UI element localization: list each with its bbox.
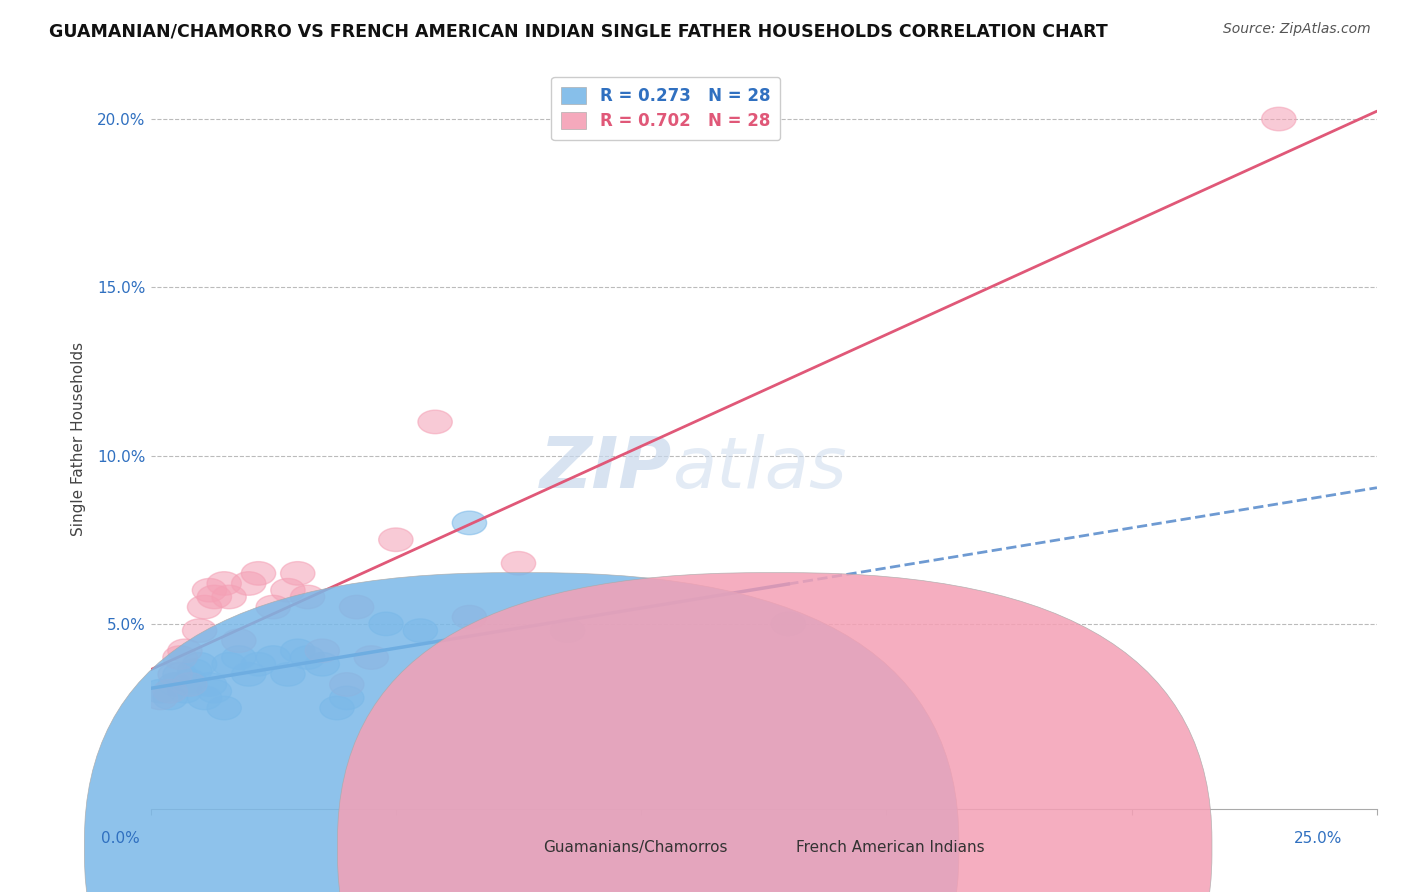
Ellipse shape: [281, 562, 315, 585]
Ellipse shape: [291, 585, 325, 608]
Ellipse shape: [163, 646, 197, 669]
Ellipse shape: [256, 646, 291, 669]
Ellipse shape: [167, 680, 202, 703]
Ellipse shape: [183, 619, 217, 642]
Ellipse shape: [319, 697, 354, 720]
Ellipse shape: [153, 686, 187, 710]
Ellipse shape: [212, 585, 246, 608]
Text: French American Indians: French American Indians: [796, 840, 984, 855]
Ellipse shape: [187, 686, 222, 710]
Ellipse shape: [143, 680, 177, 703]
Ellipse shape: [329, 673, 364, 697]
Ellipse shape: [291, 646, 325, 669]
Ellipse shape: [193, 673, 226, 697]
Ellipse shape: [207, 572, 242, 595]
Ellipse shape: [404, 619, 437, 642]
Ellipse shape: [212, 652, 246, 676]
Ellipse shape: [207, 697, 242, 720]
Ellipse shape: [1261, 107, 1296, 131]
Ellipse shape: [197, 585, 232, 608]
Ellipse shape: [354, 646, 388, 669]
Ellipse shape: [339, 595, 374, 619]
Text: atlas: atlas: [672, 434, 846, 503]
Ellipse shape: [197, 680, 232, 703]
Ellipse shape: [281, 639, 315, 663]
Ellipse shape: [232, 572, 266, 595]
Ellipse shape: [177, 659, 212, 682]
Ellipse shape: [232, 663, 266, 686]
Legend: R = 0.273   N = 28, R = 0.702   N = 28: R = 0.273 N = 28, R = 0.702 N = 28: [551, 77, 780, 140]
Ellipse shape: [453, 511, 486, 534]
Text: 25.0%: 25.0%: [1295, 831, 1343, 846]
Ellipse shape: [368, 612, 404, 636]
Ellipse shape: [418, 410, 453, 434]
Ellipse shape: [550, 619, 585, 642]
Text: ZIP: ZIP: [540, 434, 672, 503]
Ellipse shape: [770, 612, 806, 636]
Ellipse shape: [305, 652, 339, 676]
Ellipse shape: [378, 528, 413, 551]
Ellipse shape: [153, 680, 187, 703]
Ellipse shape: [453, 606, 486, 629]
Text: GUAMANIAN/CHAMORRO VS FRENCH AMERICAN INDIAN SINGLE FATHER HOUSEHOLDS CORRELATIO: GUAMANIAN/CHAMORRO VS FRENCH AMERICAN IN…: [49, 22, 1108, 40]
Text: Source: ZipAtlas.com: Source: ZipAtlas.com: [1223, 22, 1371, 37]
Ellipse shape: [222, 646, 256, 669]
Ellipse shape: [271, 663, 305, 686]
Ellipse shape: [167, 639, 202, 663]
Ellipse shape: [256, 595, 291, 619]
Ellipse shape: [271, 578, 305, 602]
Ellipse shape: [157, 673, 193, 697]
Ellipse shape: [187, 595, 222, 619]
Y-axis label: Single Father Households: Single Father Households: [72, 342, 86, 536]
Text: Guamanians/Chamorros: Guamanians/Chamorros: [543, 840, 727, 855]
Ellipse shape: [242, 562, 276, 585]
Ellipse shape: [173, 673, 207, 697]
Text: 0.0%: 0.0%: [101, 831, 141, 846]
Ellipse shape: [329, 686, 364, 710]
Ellipse shape: [183, 652, 217, 676]
Ellipse shape: [305, 639, 339, 663]
Ellipse shape: [143, 686, 177, 710]
Ellipse shape: [502, 551, 536, 575]
Ellipse shape: [173, 669, 207, 693]
Ellipse shape: [193, 578, 226, 602]
Ellipse shape: [242, 652, 276, 676]
Ellipse shape: [163, 663, 197, 686]
Ellipse shape: [222, 629, 256, 652]
Ellipse shape: [157, 663, 193, 686]
